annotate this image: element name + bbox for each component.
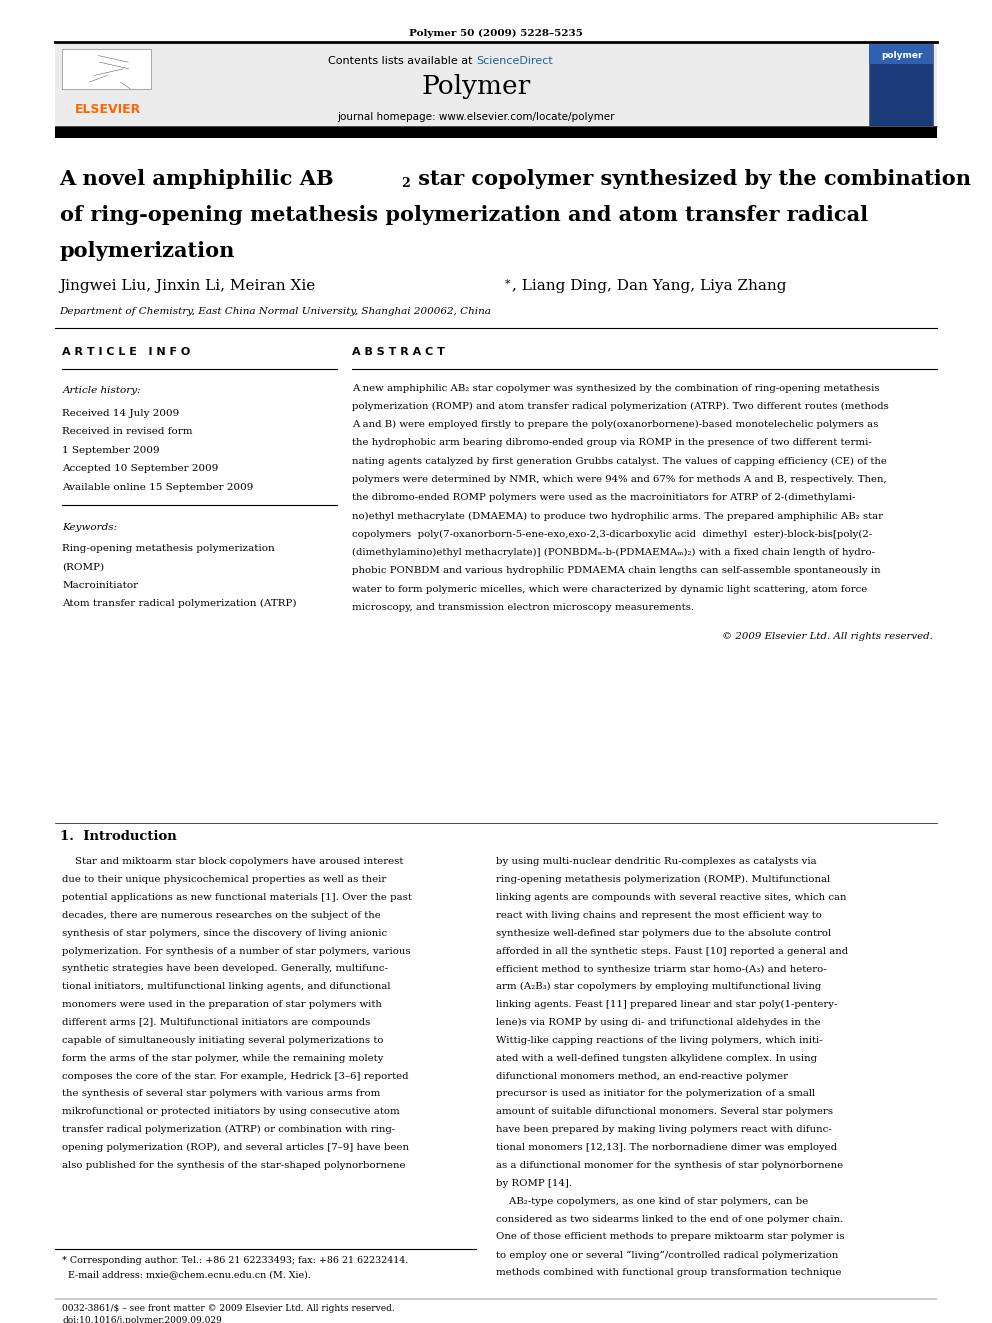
Text: A R T I C L E   I N F O: A R T I C L E I N F O — [62, 347, 190, 357]
Text: Keywords:: Keywords: — [62, 523, 118, 532]
Text: capable of simultaneously initiating several polymerizations to: capable of simultaneously initiating sev… — [62, 1036, 384, 1045]
Text: nating agents catalyzed by first generation Grubbs catalyst. The values of cappi: nating agents catalyzed by first generat… — [352, 456, 887, 466]
Text: react with living chains and represent the most efficient way to: react with living chains and represent t… — [496, 910, 822, 919]
Text: difunctional monomers method, an end-reactive polymer: difunctional monomers method, an end-rea… — [496, 1072, 788, 1081]
Text: decades, there are numerous researches on the subject of the: decades, there are numerous researches o… — [62, 910, 381, 919]
Text: journal homepage: www.elsevier.com/locate/polymer: journal homepage: www.elsevier.com/locat… — [337, 112, 615, 123]
Text: transfer radical polymerization (ATRP) or combination with ring-: transfer radical polymerization (ATRP) o… — [62, 1125, 396, 1134]
Text: phobic PONBDM and various hydrophilic PDMAEMA chain lengths can self-assemble sp: phobic PONBDM and various hydrophilic PD… — [352, 566, 881, 576]
Text: , Liang Ding, Dan Yang, Liya Zhang: , Liang Ding, Dan Yang, Liya Zhang — [512, 279, 787, 294]
Text: efficient method to synthesize triarm star homo-(A₃) and hetero-: efficient method to synthesize triarm st… — [496, 964, 826, 974]
Text: also published for the synthesis of the star-shaped polynorbornene: also published for the synthesis of the … — [62, 1162, 406, 1170]
Text: due to their unique physicochemical properties as well as their: due to their unique physicochemical prop… — [62, 876, 387, 884]
FancyBboxPatch shape — [55, 127, 937, 138]
Text: Received in revised form: Received in revised form — [62, 427, 193, 437]
Text: polymerization: polymerization — [60, 241, 235, 261]
FancyBboxPatch shape — [62, 49, 151, 89]
Text: doi:10.1016/j.polymer.2009.09.029: doi:10.1016/j.polymer.2009.09.029 — [62, 1316, 222, 1323]
Text: lene)s via ROMP by using di- and trifunctional aldehydes in the: lene)s via ROMP by using di- and trifunc… — [496, 1019, 820, 1027]
Text: the hydrophobic arm bearing dibromo-ended group via ROMP in the presence of two : the hydrophobic arm bearing dibromo-ende… — [352, 438, 872, 447]
Text: composes the core of the star. For example, Hedrick [3–6] reported: composes the core of the star. For examp… — [62, 1072, 409, 1081]
Text: form the arms of the star polymer, while the remaining molety: form the arms of the star polymer, while… — [62, 1053, 384, 1062]
Text: water to form polymeric micelles, which were characterized by dynamic light scat: water to form polymeric micelles, which … — [352, 585, 867, 594]
Text: potential applications as new functional materials [1]. Over the past: potential applications as new functional… — [62, 893, 413, 902]
Text: by using multi-nuclear dendritic Ru-complexes as catalysts via: by using multi-nuclear dendritic Ru-comp… — [496, 857, 816, 867]
Text: no)ethyl methacrylate (DMAEMA) to produce two hydrophilic arms. The prepared amp: no)ethyl methacrylate (DMAEMA) to produc… — [352, 512, 883, 520]
Text: Ring-opening metathesis polymerization: Ring-opening metathesis polymerization — [62, 544, 275, 553]
Text: mikrofunctional or protected initiators by using consecutive atom: mikrofunctional or protected initiators … — [62, 1107, 400, 1117]
Text: synthesis of star polymers, since the discovery of living anionic: synthesis of star polymers, since the di… — [62, 929, 388, 938]
Text: Contents lists available at: Contents lists available at — [328, 56, 476, 66]
Text: *: * — [505, 279, 511, 290]
Text: to employ one or several “living”/controlled radical polymerization: to employ one or several “living”/contro… — [496, 1250, 838, 1259]
Text: afforded in all the synthetic steps. Faust [10] reported a general and: afforded in all the synthetic steps. Fau… — [496, 947, 848, 955]
Text: ated with a well-defined tungsten alkylidene complex. In using: ated with a well-defined tungsten alkyli… — [496, 1053, 817, 1062]
Text: microscopy, and transmission electron microscopy measurements.: microscopy, and transmission electron mi… — [352, 603, 694, 611]
Text: different arms [2]. Multifunctional initiators are compounds: different arms [2]. Multifunctional init… — [62, 1019, 371, 1027]
Text: Polymer: Polymer — [422, 74, 531, 99]
Text: linking agents are compounds with several reactive sites, which can: linking agents are compounds with severa… — [496, 893, 846, 902]
Text: of ring-opening metathesis polymerization and atom transfer radical: of ring-opening metathesis polymerizatio… — [60, 205, 868, 225]
Text: A and B) were employed firstly to prepare the poly(oxanorbornene)-based monotele: A and B) were employed firstly to prepar… — [352, 421, 879, 429]
Text: Atom transfer radical polymerization (ATRP): Atom transfer radical polymerization (AT… — [62, 599, 297, 609]
Text: 2: 2 — [401, 177, 410, 191]
Text: E-mail address: mxie@chem.ecnu.edu.cn (M. Xie).: E-mail address: mxie@chem.ecnu.edu.cn (M… — [62, 1270, 311, 1279]
Text: by ROMP [14].: by ROMP [14]. — [496, 1179, 572, 1188]
FancyBboxPatch shape — [869, 44, 933, 64]
FancyBboxPatch shape — [869, 44, 933, 126]
Text: 1.  Introduction: 1. Introduction — [60, 830, 177, 843]
Text: (ROMP): (ROMP) — [62, 562, 104, 572]
Text: AB₂-type copolymers, as one kind of star polymers, can be: AB₂-type copolymers, as one kind of star… — [496, 1197, 808, 1205]
Text: Wittig-like capping reactions of the living polymers, which initi-: Wittig-like capping reactions of the liv… — [496, 1036, 822, 1045]
Text: A novel amphiphilic AB: A novel amphiphilic AB — [60, 169, 334, 189]
Text: Article history:: Article history: — [62, 386, 141, 396]
Text: polymerization. For synthesis of a number of star polymers, various: polymerization. For synthesis of a numbe… — [62, 947, 411, 955]
Text: considered as two sidearms linked to the end of one polymer chain.: considered as two sidearms linked to the… — [496, 1215, 843, 1224]
Text: synthetic strategies have been developed. Generally, multifunc-: synthetic strategies have been developed… — [62, 964, 389, 974]
Text: Received 14 July 2009: Received 14 July 2009 — [62, 409, 180, 418]
Text: star copolymer synthesized by the combination: star copolymer synthesized by the combin… — [411, 169, 971, 189]
Text: tional monomers [12,13]. The norbornadiene dimer was employed: tional monomers [12,13]. The norbornadie… — [496, 1143, 837, 1152]
Text: have been prepared by making living polymers react with difunc-: have been prepared by making living poly… — [496, 1125, 831, 1134]
Text: opening polymerization (ROP), and several articles [7–9] have been: opening polymerization (ROP), and severa… — [62, 1143, 410, 1152]
FancyBboxPatch shape — [55, 44, 937, 126]
Text: methods combined with functional group transformation technique: methods combined with functional group t… — [496, 1267, 841, 1277]
Text: ring-opening metathesis polymerization (ROMP). Multifunctional: ring-opening metathesis polymerization (… — [496, 876, 830, 884]
Text: amount of suitable difunctional monomers. Several star polymers: amount of suitable difunctional monomers… — [496, 1107, 833, 1117]
Text: ELSEVIER: ELSEVIER — [74, 103, 141, 116]
Text: * Corresponding author. Tel.: +86 21 62233493; fax: +86 21 62232414.: * Corresponding author. Tel.: +86 21 622… — [62, 1256, 409, 1265]
Text: polymerization (ROMP) and atom transfer radical polymerization (ATRP). Two diffe: polymerization (ROMP) and atom transfer … — [352, 402, 889, 411]
Text: 0032-3861/$ – see front matter © 2009 Elsevier Ltd. All rights reserved.: 0032-3861/$ – see front matter © 2009 El… — [62, 1304, 395, 1314]
Text: Jingwei Liu, Jinxin Li, Meiran Xie: Jingwei Liu, Jinxin Li, Meiran Xie — [60, 279, 315, 294]
Text: arm (A₂B₃) star copolymers by employing multifunctional living: arm (A₂B₃) star copolymers by employing … — [496, 982, 821, 991]
Text: tional initiators, multifunctional linking agents, and difunctional: tional initiators, multifunctional linki… — [62, 982, 391, 991]
Text: Accepted 10 September 2009: Accepted 10 September 2009 — [62, 464, 219, 474]
Text: polymers were determined by NMR, which were 94% and 67% for methods A and B, res: polymers were determined by NMR, which w… — [352, 475, 887, 484]
Text: © 2009 Elsevier Ltd. All rights reserved.: © 2009 Elsevier Ltd. All rights reserved… — [721, 631, 932, 640]
Text: the synthesis of several star polymers with various arms from: the synthesis of several star polymers w… — [62, 1090, 381, 1098]
Text: Department of Chemistry, East China Normal University, Shanghai 200062, China: Department of Chemistry, East China Norm… — [60, 307, 491, 316]
Text: ScienceDirect: ScienceDirect — [476, 56, 553, 66]
Text: copolymers  poly(7-oxanorborn-5-ene-exo,exo-2,3-dicarboxylic acid  dimethyl  est: copolymers poly(7-oxanorborn-5-ene-exo,e… — [352, 529, 872, 538]
Text: One of those efficient methods to prepare miktoarm star polymer is: One of those efficient methods to prepar… — [496, 1233, 844, 1241]
Text: polymer: polymer — [881, 52, 923, 60]
Text: A B S T R A C T: A B S T R A C T — [352, 347, 445, 357]
Text: 1 September 2009: 1 September 2009 — [62, 446, 160, 455]
Text: Star and miktoarm star block copolymers have aroused interest: Star and miktoarm star block copolymers … — [62, 857, 404, 867]
Text: synthesize well-defined star polymers due to the absolute control: synthesize well-defined star polymers du… — [496, 929, 831, 938]
Text: linking agents. Feast [11] prepared linear and star poly(1-pentery-: linking agents. Feast [11] prepared line… — [496, 1000, 837, 1009]
Text: (dimethylamino)ethyl methacrylate)] (PONBDMₙ-b-(PDMAEMAₘ)₂) with a fixed chain l: (dimethylamino)ethyl methacrylate)] (PON… — [352, 548, 875, 557]
Text: as a difunctional monomer for the synthesis of star polynorbornene: as a difunctional monomer for the synthe… — [496, 1162, 843, 1170]
Text: Polymer 50 (2009) 5228–5235: Polymer 50 (2009) 5228–5235 — [409, 29, 583, 38]
Text: A new amphiphilic AB₂ star copolymer was synthesized by the combination of ring-: A new amphiphilic AB₂ star copolymer was… — [352, 384, 880, 393]
Text: precursor is used as initiator for the polymerization of a small: precursor is used as initiator for the p… — [496, 1090, 815, 1098]
Text: Available online 15 September 2009: Available online 15 September 2009 — [62, 483, 254, 492]
Text: the dibromo-ended ROMP polymers were used as the macroinitiators for ATRP of 2-(: the dibromo-ended ROMP polymers were use… — [352, 493, 855, 503]
Text: Macroinitiator: Macroinitiator — [62, 581, 139, 590]
Text: monomers were used in the preparation of star polymers with: monomers were used in the preparation of… — [62, 1000, 382, 1009]
